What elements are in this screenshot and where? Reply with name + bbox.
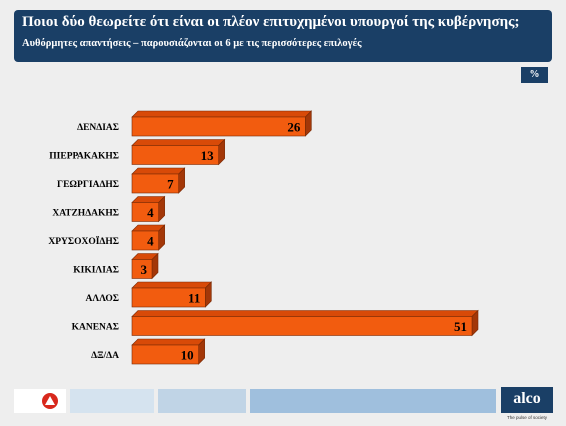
value-label: 11 <box>188 291 200 306</box>
bar <box>131 145 219 165</box>
value-label: 4 <box>147 234 154 249</box>
value-label: 26 <box>287 120 301 135</box>
value-label: 4 <box>147 205 154 220</box>
bar-top-face <box>131 167 186 175</box>
value-label: 13 <box>201 148 215 163</box>
bar <box>131 344 199 365</box>
chart-title: Ποιοι δύο θεωρείτε ότι είναι οι πλέον επ… <box>22 14 520 30</box>
category-label: ΔΞ/ΔΑ <box>91 351 119 361</box>
bar <box>131 287 206 308</box>
value-label: 10 <box>181 348 194 363</box>
bar-top-face <box>131 139 226 146</box>
unit-badge: % <box>521 67 548 83</box>
category-label: ΚΑΝΕΝΑΣ <box>72 323 119 333</box>
logo-mark-icon <box>42 393 58 409</box>
category-label: ΔΕΝΔΙΑΣ <box>77 123 119 133</box>
value-label: 3 <box>141 262 148 277</box>
value-label: 7 <box>167 177 174 192</box>
chart-subtitle: Αυθόρμητες απαντήσεις – παρουσιάζονται ο… <box>22 38 362 49</box>
category-label: ΧΡΥΣΟΧΟΪΔΗΣ <box>48 234 119 247</box>
bar-chart: ΔΕΝΔΙΑΣ 26 ΠΙΕΡΡΑΚΑΚΗΣ 13 ΓΕΩΡΓΙΑΔΗΣ 7 ΧΑΤΖΗΔΑ… <box>48 110 479 365</box>
value-label: 51 <box>454 319 467 334</box>
bar <box>131 230 159 251</box>
category-label: ΚΙΚΙΛΙΑΣ <box>73 266 119 276</box>
alco-tagline: The pulse of society <box>506 415 548 420</box>
bar-top-face <box>131 110 313 118</box>
footer-strip-2 <box>70 389 154 413</box>
footer-strip-3 <box>158 389 246 413</box>
brand-logo-left <box>14 389 66 413</box>
footer-strip-4 <box>250 389 496 413</box>
bar <box>131 259 153 279</box>
category-label: ΧΑΤΖΗΔΑΚΗΣ <box>52 209 119 219</box>
bar-top-face <box>131 310 479 317</box>
bar <box>131 173 179 194</box>
header-banner: Ποιοι δύο θεωρείτε ότι είναι οι πλέον επ… <box>14 10 552 62</box>
bar <box>131 316 473 336</box>
bar <box>131 202 159 222</box>
alco-logo: alco <box>501 387 553 413</box>
category-label: ΓΕΩΡΓΙΑΔΗΣ <box>57 180 119 190</box>
bar <box>131 116 306 137</box>
bar-top-face <box>131 281 213 289</box>
category-label: ΑΛΛΟΣ <box>85 294 119 304</box>
category-label: ΠΙΕΡΡΑΚΑΚΗΣ <box>49 152 119 162</box>
bar-top-face <box>131 338 206 346</box>
